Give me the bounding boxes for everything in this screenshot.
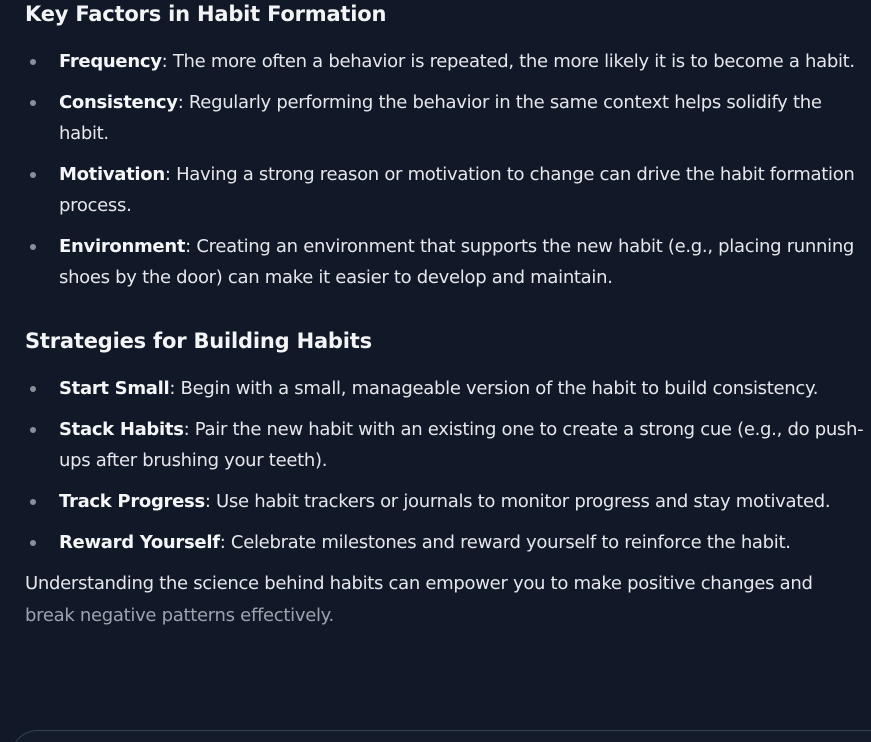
item-term: Start Small [59,378,170,399]
strategies-list: Start Small: Begin with a small, managea… [25,373,865,558]
item-text: : Pair the new habit with an existing on… [59,419,864,471]
list-item: Frequency: The more often a behavior is … [25,46,865,77]
item-text: : Regularly performing the behavior in t… [59,92,822,144]
list-item: Environment: Creating an environment tha… [25,231,865,293]
list-item: Start Small: Begin with a small, managea… [25,373,865,404]
item-term: Consistency [59,92,178,113]
chat-message: Key Factors in Habit Formation Frequency… [25,0,865,632]
item-term: Reward Yourself [59,532,220,553]
list-item: Track Progress: Use habit trackers or jo… [25,486,865,517]
list-item: Reward Yourself: Celebrate milestones an… [25,527,865,558]
list-item: Motivation: Having a strong reason or mo… [25,159,865,221]
conclusion-text: Understanding the science behind habits … [25,573,813,594]
list-item: Stack Habits: Pair the new habit with an… [25,414,865,476]
item-term: Frequency [59,51,162,72]
item-text: : Begin with a small, manageable version… [169,378,819,399]
list-item: Consistency: Regularly performing the be… [25,87,865,149]
section-title-strategies: Strategies for Building Habits [25,329,372,353]
item-text: : Having a strong reason or motivation t… [59,164,855,216]
item-text: : Creating an environment that supports … [59,236,855,288]
item-term: Environment [59,236,186,257]
message-composer[interactable] [10,730,871,742]
item-text: : Use habit trackers or journals to moni… [204,491,831,512]
item-text: : Celebrate milestones and reward yourse… [219,532,791,553]
item-text: : The more often a behavior is repeated,… [161,51,855,72]
conclusion-paragraph: Understanding the science behind habits … [25,568,865,632]
key-factors-list: Frequency: The more often a behavior is … [25,46,865,293]
conclusion-text-faded: break negative patterns effectively. [25,605,334,626]
item-term: Stack Habits [59,419,184,440]
section-title-key-factors: Key Factors in Habit Formation [25,2,387,26]
item-term: Track Progress [59,491,205,512]
item-term: Motivation [59,164,165,185]
